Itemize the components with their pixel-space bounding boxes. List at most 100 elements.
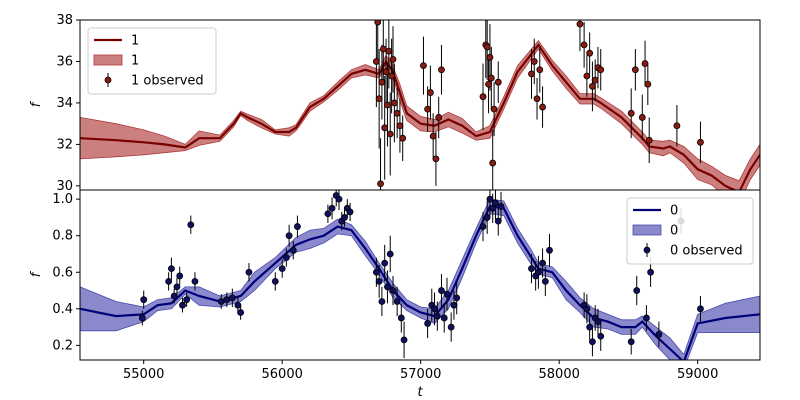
bottom-xtick-label: 58000 xyxy=(539,367,580,382)
bottom-observed-point xyxy=(346,208,354,216)
top-observed-point xyxy=(388,72,396,80)
bottom-legend-band-swatch xyxy=(632,224,662,236)
bottom-observed-point xyxy=(173,283,181,291)
bottom-observed-point xyxy=(328,204,336,212)
bottom-xtick-label: 57000 xyxy=(400,367,441,382)
top-observed-point xyxy=(641,60,649,67)
bottom-observed-point xyxy=(282,254,290,262)
bottom-observed-point xyxy=(372,268,380,276)
top-ylabel: f xyxy=(29,100,44,107)
top-uncertainty-band xyxy=(80,40,760,190)
top-observed-point xyxy=(539,103,546,111)
top-observed-point xyxy=(438,66,445,74)
top-observed-point xyxy=(486,53,494,61)
bottom-observed-point xyxy=(447,323,455,331)
top-observed-point xyxy=(393,109,401,117)
top-ytick-label: 34 xyxy=(56,96,73,111)
bottom-axes-frame xyxy=(79,189,761,361)
top-observed-point xyxy=(697,138,704,146)
bottom-legend-box xyxy=(626,197,754,265)
top-observed-point xyxy=(533,95,541,103)
bottom-observed-point xyxy=(179,301,186,309)
bottom-observed-point xyxy=(546,246,553,254)
top-ytick-label: 32 xyxy=(56,137,73,152)
bottom-observed-point xyxy=(541,277,549,285)
top-legend: 1 1 1 observed xyxy=(87,27,217,95)
bottom-observed-point xyxy=(324,210,332,218)
bottom-observed-point xyxy=(633,287,641,294)
top-legend-band-swatch xyxy=(93,54,123,66)
bottom-observed-point xyxy=(397,314,405,322)
top-observed-point xyxy=(420,62,427,70)
bottom-observed-point xyxy=(386,250,394,258)
bottom-observed-point xyxy=(583,305,591,313)
top-legend-point-swatch xyxy=(104,76,112,84)
top-observed-point xyxy=(386,130,394,138)
bottom-observed-point xyxy=(431,305,438,313)
top-observed-point xyxy=(536,66,544,74)
top-observed-point xyxy=(589,82,596,90)
top-observed-point xyxy=(597,66,605,74)
top-observed-point xyxy=(432,155,440,163)
bottom-legend-points-label: 0 observed xyxy=(670,244,743,259)
top-observed-point xyxy=(396,122,404,130)
bottom-observed-point xyxy=(647,268,654,276)
top-observed-point xyxy=(435,114,443,121)
bottom-observed-point xyxy=(138,314,146,322)
bottom-observed-point xyxy=(586,323,594,331)
top-observed-point xyxy=(372,58,380,65)
top-observed-point xyxy=(384,101,391,109)
top-ytick-label: 38 xyxy=(56,13,73,28)
bottom-plot-area xyxy=(80,190,760,360)
bottom-observed-point xyxy=(271,277,279,285)
bottom-observed-point xyxy=(489,204,497,212)
bottom-observed-point xyxy=(438,287,445,294)
top-ytick-label: 36 xyxy=(56,54,73,69)
bottom-observed-point xyxy=(237,309,245,316)
top-observed-point xyxy=(382,68,390,76)
top-legend-points-label: 1 observed xyxy=(131,74,204,89)
bottom-observed-point xyxy=(170,292,178,300)
bottom-observed-point xyxy=(597,332,605,340)
top-observed-point xyxy=(638,114,646,121)
bottom-observed-point xyxy=(384,283,391,291)
top-observed-point xyxy=(583,72,591,80)
bottom-ytick-label: 0.6 xyxy=(52,265,73,280)
bottom-legend-line-label: 0 xyxy=(670,204,678,219)
bottom-observed-point xyxy=(589,338,596,346)
bottom-xlabel: t xyxy=(417,385,423,400)
bottom-observed-point xyxy=(453,294,461,302)
top-observed-point xyxy=(645,136,653,144)
bottom-observed-point xyxy=(140,296,148,304)
bottom-xtick-label: 55000 xyxy=(123,367,164,382)
top-observed-point xyxy=(494,78,502,86)
bottom-observed-point xyxy=(165,277,173,285)
bottom-observed-point xyxy=(483,214,491,221)
bottom-observed-point xyxy=(278,265,286,273)
bottom-observed-point xyxy=(168,265,175,273)
top-observed-point xyxy=(377,180,384,188)
bottom-observed-point xyxy=(655,331,663,338)
top-observed-point xyxy=(530,58,538,65)
top-plot-area xyxy=(80,20,760,190)
bottom-observed-point xyxy=(486,195,494,203)
bottom-observed-point xyxy=(643,314,650,322)
top-observed-point xyxy=(374,20,382,26)
bottom-legend-point-swatch xyxy=(643,246,651,254)
bottom-ylabel: f xyxy=(29,270,44,277)
bottom-observed-point xyxy=(183,296,191,304)
bottom-observed-point xyxy=(389,287,397,294)
bottom-observed-point xyxy=(697,305,704,313)
bottom-observed-point xyxy=(492,199,499,207)
top-observed-point xyxy=(399,134,407,142)
bottom-observed-point xyxy=(223,296,231,304)
bottom-observed-point xyxy=(228,294,236,302)
bottom-observed-point xyxy=(440,314,448,322)
bottom-observed-point xyxy=(191,277,199,285)
bottom-observed-point xyxy=(217,298,225,305)
bottom-observed-point xyxy=(535,268,542,276)
bottom-observed-point xyxy=(245,268,253,276)
top-legend-line-label: 1 xyxy=(131,34,139,49)
top-observed-point xyxy=(487,74,495,82)
